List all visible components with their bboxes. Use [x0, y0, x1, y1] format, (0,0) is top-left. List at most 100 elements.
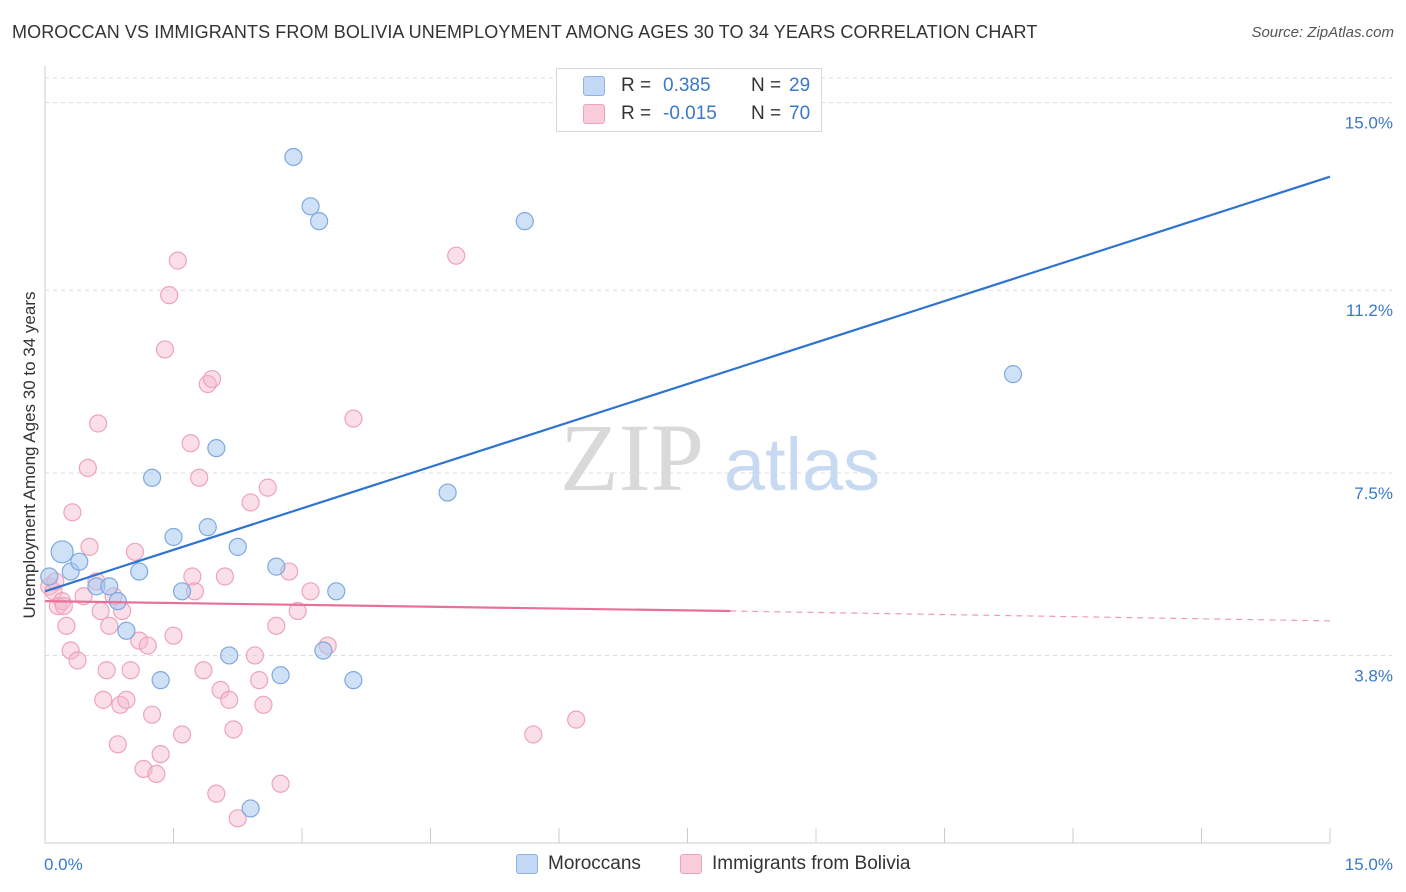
y-tick-label: 7.5%: [1354, 484, 1393, 503]
data-point-moroccans: [438, 483, 457, 502]
data-point-bolivia: [61, 641, 80, 660]
legend-n-label: N =: [751, 75, 782, 96]
data-point-moroccans: [40, 567, 59, 586]
data-point-bolivia: [220, 690, 239, 709]
data-point-bolivia: [267, 616, 286, 635]
bottom-legend-swatch-moroccans: [516, 854, 538, 874]
data-point-bolivia: [164, 626, 183, 645]
data-point-bolivia: [138, 636, 157, 655]
legend-n-value: 29: [789, 75, 811, 96]
legend-n-value: 70: [789, 103, 811, 124]
y-tick-label: 11.2%: [1346, 301, 1393, 320]
data-point-moroccans: [284, 147, 303, 167]
data-point-bolivia: [258, 478, 277, 497]
trend-line-moroccans: [44, 175, 1331, 593]
data-point-moroccans: [198, 518, 217, 537]
data-point-bolivia: [207, 784, 226, 803]
watermark: ZIP atlas: [560, 404, 880, 511]
watermark-zip: ZIP: [560, 404, 704, 511]
data-point-bolivia: [91, 601, 110, 621]
data-point-bolivia: [567, 710, 586, 729]
data-point-bolivia: [172, 725, 192, 744]
data-point-bolivia: [181, 434, 200, 453]
data-point-bolivia: [160, 286, 179, 305]
data-point-moroccans: [241, 799, 260, 818]
x-tick-label: 15.0%: [1345, 855, 1393, 874]
legend-r-value: -0.015: [663, 103, 717, 124]
data-point-moroccans: [327, 582, 346, 601]
legend-n-label: N =: [751, 103, 782, 124]
chart-title: MOROCCAN VS IMMIGRANTS FROM BOLIVIA UNEM…: [12, 22, 1038, 42]
trend-line-bolivia: [44, 600, 731, 613]
data-point-bolivia: [100, 616, 119, 635]
data-point-bolivia: [68, 651, 87, 670]
data-point-moroccans: [151, 671, 170, 690]
data-point-moroccans: [130, 562, 149, 581]
data-point-bolivia: [147, 764, 166, 784]
axes: [44, 66, 1331, 844]
data-point-moroccans: [1003, 365, 1023, 384]
data-point-bolivia: [245, 646, 264, 665]
data-point-bolivia: [121, 661, 140, 680]
data-point-moroccans: [100, 577, 119, 596]
data-point-bolivia: [54, 596, 73, 616]
data-point-bolivia: [524, 725, 543, 744]
data-point-bolivia: [142, 705, 162, 724]
data-point-bolivia: [57, 616, 76, 635]
trend-line-bolivia-extension: [730, 610, 1331, 622]
data-point-bolivia: [111, 695, 130, 714]
data-point-bolivia: [125, 542, 145, 561]
data-point-bolivia: [183, 567, 202, 586]
data-point-bolivia: [155, 340, 175, 359]
data-point-bolivia: [74, 587, 93, 606]
data-point-moroccans: [344, 671, 363, 690]
legend-r-label: R =: [621, 75, 652, 96]
data-point-bolivia: [254, 695, 273, 714]
data-point-moroccans: [207, 439, 226, 458]
data-point-bolivia: [447, 246, 466, 265]
data-point-moroccans: [301, 197, 320, 216]
data-point-bolivia: [202, 369, 222, 389]
source-label: Source: ZipAtlas.com: [1251, 24, 1394, 41]
grid-lines: [45, 77, 1392, 656]
data-point-bolivia: [108, 735, 127, 754]
y-axis-label: Unemployment Among Ages 30 to 34 years: [20, 291, 39, 619]
data-point-moroccans: [310, 212, 329, 231]
bottom-legend-bolivia: Immigrants from Bolivia: [680, 852, 911, 876]
data-point-bolivia: [80, 537, 99, 556]
data-point-bolivia: [250, 671, 269, 690]
data-point-bolivia: [89, 414, 108, 433]
data-point-bolivia: [344, 409, 363, 428]
legend-r-label: R =: [621, 103, 652, 124]
data-point-bolivia: [190, 468, 209, 487]
bottom-legend-moroccans: Moroccans: [516, 852, 641, 876]
data-point-bolivia: [215, 567, 234, 586]
data-point-bolivia: [117, 690, 136, 709]
data-point-bolivia: [151, 745, 170, 764]
data-point-moroccans: [314, 641, 333, 660]
data-point-moroccans: [70, 552, 89, 571]
data-point-bolivia: [63, 503, 82, 522]
data-point-bolivia: [301, 582, 320, 601]
bottom-legend-swatch-bolivia: [680, 854, 702, 874]
data-point-bolivia: [78, 458, 97, 478]
y-tick-label: 3.8%: [1354, 666, 1393, 685]
data-point-moroccans: [142, 468, 162, 487]
data-point-bolivia: [97, 661, 116, 680]
legend-swatch-moroccans: [583, 76, 605, 96]
data-point-bolivia: [228, 809, 247, 828]
data-point-moroccans: [164, 527, 183, 547]
data-point-bolivia: [288, 601, 307, 621]
stats-legend: R = 0.385 N = 29 R = -0.015 N = 70: [556, 68, 822, 132]
data-point-moroccans: [172, 582, 192, 601]
data-point-bolivia: [241, 493, 260, 512]
tick-labels: 3.8% 7.5% 11.2% 15.0% 0.0% 15.0%: [44, 114, 1393, 874]
data-point-moroccans: [220, 646, 239, 665]
legend-row-bolivia: R = -0.015 N = 70: [583, 101, 810, 127]
legend-r-value: 0.385: [663, 75, 711, 96]
data-point-bolivia: [94, 690, 113, 709]
data-point-bolivia: [130, 631, 149, 650]
data-point-moroccans: [271, 666, 290, 685]
data-point-bolivia: [224, 720, 243, 739]
